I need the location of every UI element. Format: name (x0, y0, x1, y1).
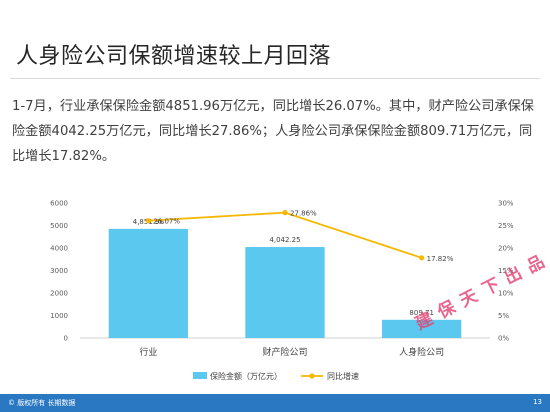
left-axis-tick-label: 4000 (50, 245, 68, 253)
bar-data-label: 4,042.25 (269, 236, 300, 244)
growth-point-1 (145, 218, 151, 224)
bar-1 (108, 228, 188, 338)
left-axis-tick-label: 0 (64, 335, 68, 343)
right-axis-tick-label: 30% (498, 200, 514, 208)
right-axis-tick-label: 10% (498, 290, 514, 298)
right-axis-tick-label: 5% (498, 312, 509, 320)
footer-bar: © 版权所有 长期数据 13 (0, 394, 550, 412)
right-axis-tick-label: 25% (498, 222, 514, 230)
left-axis-tick-label: 1000 (50, 312, 68, 320)
category-axis-labels: 行业 财产险公司 人身险公司 (139, 346, 444, 358)
left-axis-tick-label: 5000 (50, 222, 68, 230)
category-label: 行业 (139, 346, 157, 358)
left-axis-ticks: 0 1000 2000 3000 4000 5000 6000 (50, 200, 68, 343)
bar-2 (245, 247, 325, 338)
right-axis-tick-label: 15% (498, 267, 514, 275)
legend-bar-swatch (193, 372, 207, 379)
chart-legend: 保险金额（万亿元） 同比增速 (193, 371, 359, 381)
category-label: 财产险公司 (262, 346, 307, 358)
summary-text: 1-7月，行业承保保险金额4851.96万亿元，同比增长26.07%。其中，财产… (12, 99, 534, 164)
category-label: 人身险公司 (399, 346, 444, 358)
growth-point-2 (282, 210, 288, 216)
bar-3 (382, 319, 462, 338)
right-axis-tick-label: 0% (498, 335, 509, 343)
slide-title: 人身险公司保额增速较上月回落 (16, 44, 332, 69)
legend-line-label: 同比增速 (327, 371, 359, 381)
legend-bar-label: 保险金额（万亿元） (210, 371, 282, 381)
footer-copyright: © 版权所有 长期数据 (8, 399, 76, 407)
line-data-label: 17.82% (427, 255, 454, 263)
left-axis-tick-label: 3000 (50, 267, 68, 275)
right-axis-tick-label: 20% (498, 245, 514, 253)
line-data-label: 27.86% (290, 210, 317, 218)
legend-line-marker (309, 373, 315, 379)
growth-point-3 (419, 255, 425, 261)
left-axis-tick-label: 2000 (50, 290, 68, 298)
page-number: 13 (533, 398, 542, 406)
bar-data-label: 809.71 (409, 309, 434, 317)
right-axis-ticks: 0% 5% 10% 15% 20% 25% 30% (498, 200, 514, 343)
growth-line-series: 26.07% 27.86% 17.82% (145, 210, 454, 263)
line-data-label: 26.07% (153, 218, 180, 226)
title-divider (10, 78, 540, 79)
left-axis-tick-label: 6000 (50, 200, 68, 208)
